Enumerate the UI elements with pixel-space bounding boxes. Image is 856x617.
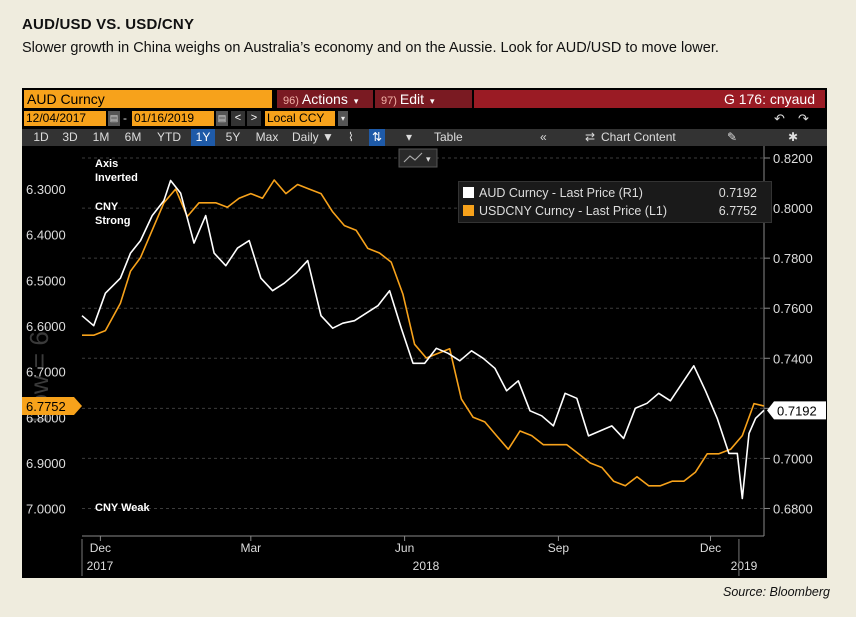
chart-legend: AUD Curncy - Last Price (R1) 0.7192 USDCN… <box>458 181 772 223</box>
left-axis-tick-label: 6.6000 <box>26 319 66 334</box>
x-axis-month-label: Dec <box>90 541 111 555</box>
chevron-down-icon: ▾ <box>353 96 359 106</box>
range-3d-button[interactable]: 3D <box>62 130 78 144</box>
currency-field[interactable]: Local CCY <box>265 111 335 126</box>
source-note: Source: Bloomberg <box>722 585 830 599</box>
right-axis-tick-label: 0.7000 <box>773 451 813 466</box>
chevron-down-icon: ▾ <box>430 96 435 106</box>
legend-value-aud: 0.7192 <box>718 186 757 200</box>
series-line-aud <box>81 179 765 500</box>
left-axis-tick-label: 6.3000 <box>26 182 66 197</box>
terminal-command-bar: AUD Curncy 96) Actions ▾ 97) Edit ▾ G 176: c… <box>22 88 827 109</box>
function-code: G 176: cnyaud <box>474 90 825 108</box>
range-max-button[interactable]: Max <box>255 130 279 144</box>
last-value-marker-aud <box>767 401 826 420</box>
range-1d-button[interactable]: 1D <box>33 130 49 144</box>
last-value-usdcny: 6.7752 <box>26 399 66 414</box>
x-axis: Dec Mar Jun Sep Dec 2017 2018 2019 <box>81 536 758 576</box>
chart-plot: Low = 6. 6.30006.40006.50006.60006.70006… <box>22 146 826 576</box>
x-axis-month-label: Sep <box>548 541 570 555</box>
chart-content-button[interactable]: Chart Content <box>601 130 676 144</box>
range-1y-button[interactable]: 1Y <box>191 129 215 146</box>
annotate-icon[interactable]: ✎ <box>727 130 738 144</box>
end-date-field[interactable]: 01/16/2019 <box>132 111 214 126</box>
annotation-inverted: Inverted <box>95 172 138 184</box>
chart-title: AUD/USD VS. USD/CNY <box>22 16 195 33</box>
date-range-bar: 12/04/2017 ▤ - 01/16/2019 ▤ < > Local CC… <box>22 110 827 128</box>
right-axis-tick-label: 0.7400 <box>773 351 813 366</box>
x-axis-year-label: 2017 <box>87 559 114 573</box>
line-chart-icon <box>403 152 423 163</box>
annotation-cny: CNY <box>95 201 119 213</box>
legend-label-cny: USDCNY Curncy - Last Price (L1) <box>479 204 668 218</box>
edit-menu-button[interactable]: 97) Edit ▾ <box>375 90 472 108</box>
undo-icon[interactable]: ↶ <box>774 111 785 126</box>
range-6m-button[interactable]: 6M <box>124 130 142 144</box>
left-axis-tick-label: 6.5000 <box>26 273 66 288</box>
collapse-left-icon[interactable]: « <box>540 130 547 144</box>
chevron-down-icon[interactable]: ▾ <box>406 130 413 144</box>
range-1m-button[interactable]: 1M <box>92 130 110 144</box>
bar-chart-icon[interactable]: ⇅ <box>369 129 386 146</box>
range-ytd-button[interactable]: YTD <box>157 130 181 144</box>
last-value-marker-usdcny <box>22 396 82 415</box>
chart-subtitle: Slower growth in China weighs on Austral… <box>22 40 719 56</box>
legend-label-aud: AUD Curncy - Last Price (R1) <box>479 186 643 200</box>
series-layer <box>81 179 765 500</box>
last-value-aud: 0.7192 <box>777 403 817 418</box>
frequency-dropdown[interactable]: Daily ▼ <box>292 130 334 144</box>
x-axis-year-label: 2018 <box>413 559 440 573</box>
actions-menu-number: 96) <box>283 95 299 107</box>
left-axis-tick-label: 6.4000 <box>26 228 66 243</box>
last-value-labels: 0.7192 6.7752 <box>22 396 826 420</box>
start-date-field[interactable]: 12/04/2017 <box>24 111 106 126</box>
x-axis-month-label: Mar <box>240 541 261 555</box>
right-axis-tick-label: 0.6800 <box>773 501 813 516</box>
range-5y-button[interactable]: 5Y <box>225 130 241 144</box>
annotation-strong: Strong <box>95 215 130 227</box>
series-line-usdcny <box>82 179 765 487</box>
annotation-cny-weak: CNY Weak <box>95 502 151 514</box>
chevron-right-icon[interactable]: > <box>247 111 261 126</box>
calendar-icon[interactable]: ▤ <box>108 111 120 126</box>
legend-swatch-white <box>463 187 474 198</box>
chevron-down-icon: ▾ <box>426 154 431 164</box>
chevron-left-icon[interactable]: < <box>231 111 245 126</box>
legend-value-cny: 6.7752 <box>718 204 757 218</box>
range-toolbar: 1D 3D 1M 6M YTD 1Y 5Y Max Daily ▼ ⌇ ⇅ ▾ … <box>22 129 827 146</box>
chart-content-icon[interactable]: ⇄ <box>585 130 596 144</box>
calendar-icon[interactable]: ▤ <box>216 111 228 126</box>
legend-swatch-orange <box>463 205 474 216</box>
legend-item-cny: USDCNY Curncy - Last Price (L1) 6.7752 <box>463 203 763 220</box>
right-axis-tick-label: 0.7800 <box>773 251 813 266</box>
right-axis-tick-label: 0.8000 <box>773 201 813 216</box>
date-separator: - <box>123 111 127 125</box>
chevron-down-icon[interactable]: ▾ <box>338 111 348 126</box>
legend-item-aud: AUD Curncy - Last Price (R1) 0.7192 <box>463 185 763 202</box>
x-axis-month-label: Dec <box>700 541 721 555</box>
actions-menu-label: Actions <box>301 91 348 107</box>
annotation-axis: Axis <box>95 158 118 170</box>
bloomberg-terminal-panel: AUD Curncy 96) Actions ▾ 97) Edit ▾ G 176: c… <box>22 88 827 578</box>
right-axis-tick-label: 0.8200 <box>773 151 813 166</box>
left-axis-tick-label: 6.7000 <box>26 365 66 380</box>
right-axis-tick-label: 0.7600 <box>773 301 813 316</box>
table-button[interactable]: Table <box>434 130 463 144</box>
left-axis: 6.30006.40006.50006.60006.70006.80006.90… <box>26 182 66 517</box>
x-axis-year-label: 2019 <box>731 559 758 573</box>
edit-menu-label: Edit <box>399 91 425 107</box>
edit-menu-number: 97) <box>381 95 397 107</box>
left-axis-tick-label: 7.0000 <box>26 502 66 517</box>
gear-icon[interactable]: ✱ <box>788 130 799 144</box>
chart-type-toggle[interactable] <box>398 148 438 168</box>
redo-icon[interactable]: ↷ <box>798 111 809 126</box>
left-axis-tick-label: 6.9000 <box>26 456 66 471</box>
actions-menu-button[interactable]: 96) Actions ▾ <box>277 90 373 108</box>
x-axis-month-label: Jun <box>395 541 414 555</box>
ticker-field[interactable]: AUD Curncy <box>24 90 272 108</box>
line-chart-icon[interactable]: ⌇ <box>348 130 354 144</box>
